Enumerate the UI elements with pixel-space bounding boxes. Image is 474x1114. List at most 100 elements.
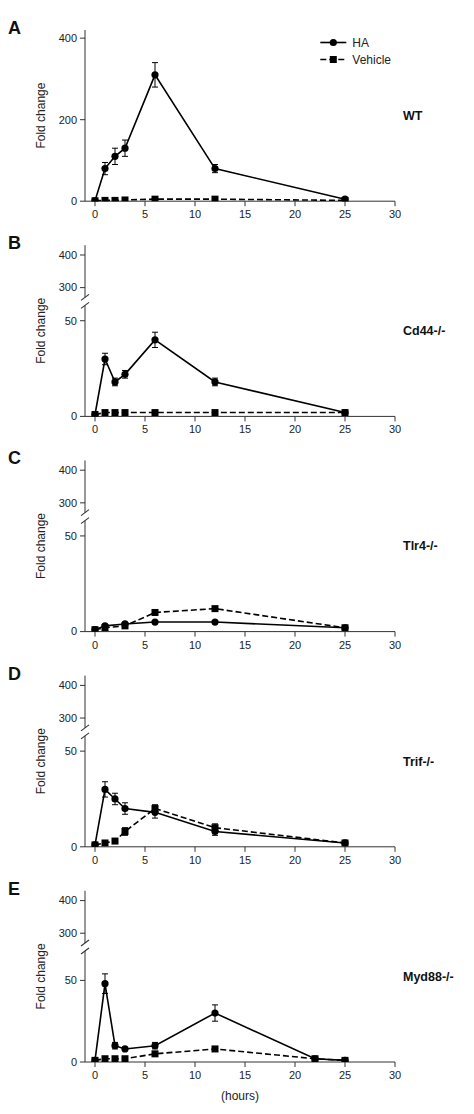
y-tick bbox=[80, 201, 85, 202]
point bbox=[122, 409, 129, 416]
y-tick-label: 400 bbox=[59, 894, 77, 906]
error-bar-cap bbox=[122, 156, 128, 157]
series bbox=[91, 618, 348, 631]
legend-label: Vehicle bbox=[352, 53, 391, 67]
point bbox=[91, 626, 98, 632]
point bbox=[112, 1055, 119, 1062]
point bbox=[111, 378, 118, 385]
error-bar bbox=[212, 824, 218, 832]
error-bar-cap bbox=[122, 814, 128, 815]
x-tick-label: 20 bbox=[289, 1069, 301, 1081]
point bbox=[91, 197, 98, 201]
point bbox=[122, 828, 129, 835]
point bbox=[342, 839, 349, 846]
genotype-label: Cd44-/- bbox=[403, 324, 445, 338]
x-tick bbox=[395, 201, 396, 206]
x-tick-label: 15 bbox=[239, 208, 251, 220]
x-axis: 051015202530 bbox=[85, 416, 401, 435]
x-tick bbox=[195, 416, 196, 421]
x-tick bbox=[95, 632, 96, 637]
point bbox=[211, 618, 218, 625]
x-tick-label: 5 bbox=[142, 208, 148, 220]
point bbox=[122, 622, 129, 629]
y-axis-line bbox=[85, 245, 86, 297]
axis-break bbox=[81, 294, 89, 300]
x-tick bbox=[245, 632, 246, 637]
y-tick-label: 50 bbox=[65, 315, 77, 327]
x-tick-label: 20 bbox=[289, 639, 301, 651]
point bbox=[122, 1055, 129, 1062]
y-tick-label: 300 bbox=[59, 497, 77, 509]
series bbox=[92, 196, 349, 202]
x-tick bbox=[295, 416, 296, 421]
x-axis-label: (hours) bbox=[221, 1089, 259, 1103]
error-bar-cap bbox=[152, 347, 158, 348]
x-tick-label: 30 bbox=[389, 854, 401, 866]
error-bar bbox=[152, 1042, 158, 1049]
x-tick bbox=[245, 1062, 246, 1067]
point bbox=[111, 1042, 118, 1049]
point bbox=[342, 197, 349, 201]
y-tick bbox=[80, 119, 85, 120]
x-tick bbox=[245, 847, 246, 852]
x-tick bbox=[295, 201, 296, 206]
x-tick-label: 5 bbox=[142, 423, 148, 435]
error-bar bbox=[112, 793, 118, 804]
y-axis-line bbox=[85, 676, 86, 728]
point bbox=[212, 196, 219, 202]
series bbox=[91, 782, 348, 847]
error-bar-cap bbox=[112, 148, 118, 149]
x-tick-label: 30 bbox=[389, 639, 401, 651]
y-axis: 300400 bbox=[59, 676, 85, 728]
error-bar-cap bbox=[152, 332, 158, 333]
error-bar-cap bbox=[122, 802, 128, 803]
y-axis-line bbox=[85, 891, 86, 943]
error-bar-cap bbox=[102, 797, 108, 798]
point bbox=[101, 165, 108, 172]
axis-break bbox=[81, 510, 89, 516]
point bbox=[92, 626, 99, 631]
point bbox=[101, 355, 108, 362]
y-axis: 0200400 bbox=[59, 30, 85, 207]
error-bar-cap bbox=[102, 781, 108, 782]
x-tick-label: 5 bbox=[142, 639, 148, 651]
x-tick-label: 30 bbox=[389, 423, 401, 435]
y-tick bbox=[80, 502, 85, 503]
y-axis-line bbox=[85, 460, 86, 512]
x-tick bbox=[145, 416, 146, 421]
error-bar bbox=[122, 803, 128, 814]
series-line bbox=[95, 609, 345, 630]
error-bar bbox=[112, 378, 118, 386]
panel-label: B bbox=[8, 233, 21, 253]
y-tick bbox=[80, 846, 85, 847]
y-tick bbox=[80, 900, 85, 901]
error-bar bbox=[102, 974, 108, 994]
series-line bbox=[95, 199, 345, 201]
error-bar-cap bbox=[112, 793, 118, 794]
series-line bbox=[95, 1049, 345, 1060]
x-axis: 051015202530 bbox=[85, 1062, 401, 1081]
x-tick-label: 25 bbox=[339, 854, 351, 866]
figure: 0200400051015202530HAVehicleAWTFold chan… bbox=[0, 0, 474, 1114]
genotype-label: Trif-/- bbox=[403, 755, 434, 769]
y-tick bbox=[80, 685, 85, 686]
y-tick bbox=[80, 980, 85, 981]
series bbox=[91, 63, 348, 202]
y-tick-label: 300 bbox=[59, 712, 77, 724]
y-tick-label: 0 bbox=[71, 195, 77, 207]
y-axis: 050 bbox=[65, 736, 85, 853]
x-tick-label: 20 bbox=[289, 854, 301, 866]
x-tick bbox=[345, 1062, 346, 1067]
point bbox=[121, 805, 128, 812]
y-tick bbox=[80, 254, 85, 255]
x-tick bbox=[95, 201, 96, 206]
legend-marker bbox=[330, 39, 337, 46]
x-tick-label: 20 bbox=[289, 423, 301, 435]
point bbox=[91, 411, 98, 417]
y-axis: 300400 bbox=[59, 891, 85, 943]
x-tick bbox=[345, 632, 346, 637]
point bbox=[112, 197, 119, 201]
point bbox=[152, 609, 159, 616]
point bbox=[92, 411, 99, 416]
point bbox=[212, 605, 219, 612]
